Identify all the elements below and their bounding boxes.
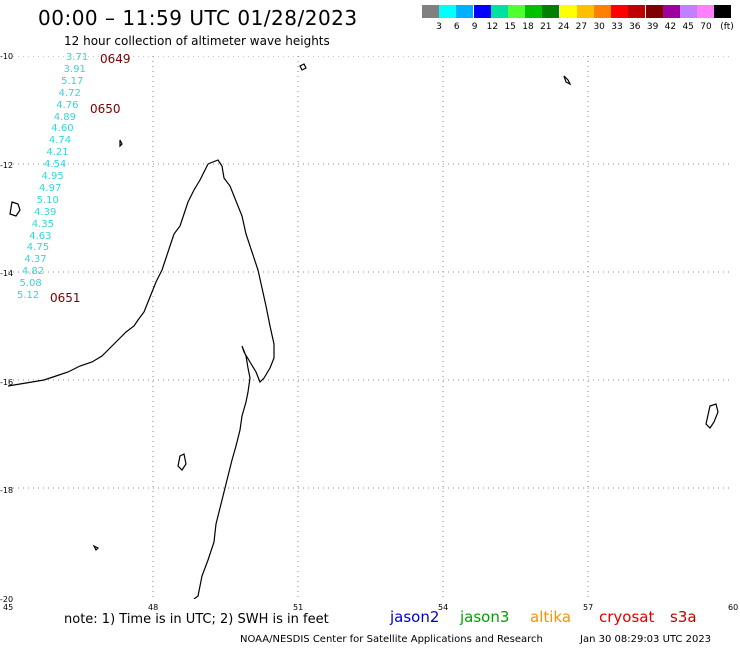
legend-label: 24 <box>557 22 570 32</box>
satellite-cryosat: cryosat <box>599 608 655 626</box>
islet <box>563 75 572 86</box>
legend-swatch <box>456 5 474 18</box>
latitude-label: -14 <box>0 269 14 279</box>
legend-label: 42 <box>664 22 677 32</box>
islet <box>9 201 21 217</box>
legend-label: 15 <box>504 22 516 32</box>
islet <box>119 139 123 148</box>
wave-height-value: 5.17 <box>61 75 84 87</box>
wave-height-value: 4.37 <box>24 254 47 266</box>
longitude-label: 51 <box>293 603 304 612</box>
footer-timestamp: Jan 30 08:29:03 UTC 2023 <box>580 634 712 645</box>
wave-height-value: 4.60 <box>51 123 74 135</box>
coastline <box>8 63 719 599</box>
pass-time-label: 0649 <box>100 52 131 66</box>
latitude-label: -10 <box>0 52 14 61</box>
legend-swatch <box>714 5 732 18</box>
islet <box>705 403 719 429</box>
satellite-s3a: s3a <box>670 608 697 626</box>
map-subtitle: 12 hour collection of altimeter wave hei… <box>64 34 330 48</box>
wave-height-value: 3.91 <box>63 63 86 75</box>
legend-swatch <box>422 5 439 18</box>
satellite-jason2: jason2 <box>390 608 440 626</box>
madagascar-coast <box>193 159 275 599</box>
wave-height-value: 3.71 <box>66 52 89 63</box>
longitude-label: 54 <box>438 603 449 612</box>
legend-label: 70 <box>700 22 712 32</box>
legend-swatch <box>697 5 715 18</box>
wave-height-value: 5.12 <box>17 290 40 301</box>
wave-height-value: 5.08 <box>19 278 42 290</box>
islet <box>299 63 307 71</box>
legend-label: 27 <box>575 22 588 32</box>
legend-unit: (ft) <box>720 22 734 32</box>
legend-label: 36 <box>629 22 641 32</box>
legend-swatch <box>473 5 491 18</box>
wave-height-value: 4.89 <box>53 111 77 123</box>
map-area <box>8 56 733 599</box>
wave-height-value: 4.75 <box>26 242 50 254</box>
note-text: note: 1) Time is in UTC; 2) SWH is in fe… <box>64 612 329 627</box>
wave-height-value: 4.63 <box>29 230 52 242</box>
longitude-label: 48 <box>148 603 159 612</box>
legend-label: 6 <box>453 22 460 32</box>
longitude-label: 60 <box>728 603 739 612</box>
legend-label: 45 <box>682 22 694 32</box>
wave-height-value: 4.97 <box>39 182 62 194</box>
legend-swatch <box>576 5 594 18</box>
legend-label: 21 <box>540 22 552 32</box>
wave-height-value: 4.72 <box>58 87 81 99</box>
legend-label: 39 <box>646 22 659 32</box>
islet <box>92 544 100 552</box>
legend-label: 30 <box>593 22 605 32</box>
legend-swatch <box>628 5 646 18</box>
graticule <box>8 56 733 599</box>
wave-height-value: 4.54 <box>43 159 67 171</box>
legend-label: 3 <box>436 22 442 32</box>
legend-label: 12 <box>486 22 499 32</box>
wave-height-value: 4.39 <box>34 206 57 218</box>
latitude-label: -18 <box>0 486 14 496</box>
latitude-label: -20 <box>0 595 14 604</box>
wave-height-value: 4.74 <box>48 135 72 147</box>
pass-time-label: 0651 <box>50 291 81 305</box>
legend-swatch <box>525 5 543 18</box>
wave-height-value: 4.35 <box>31 218 54 230</box>
legend-swatch <box>559 5 577 18</box>
latitude-label: -12 <box>0 160 14 170</box>
satellite-altika: altika <box>530 608 572 626</box>
legend-swatch <box>662 5 680 18</box>
wave-height-value: 4.82 <box>21 266 45 278</box>
legend-swatch <box>645 5 663 18</box>
islet <box>177 453 187 471</box>
legend-label: 33 <box>611 22 623 32</box>
wave-height-value: 5.10 <box>36 194 59 206</box>
legend-swatch <box>680 5 697 18</box>
legend-swatch <box>542 5 560 18</box>
wave-height-value: 4.21 <box>46 147 69 159</box>
color-legend: 3 6 9 12 15 18 21 24 27 30 33 36 39 42 45 70 (ft) <box>0 0 740 34</box>
madagascar-west-coast <box>8 163 209 387</box>
legend-swatch <box>490 5 508 18</box>
legend-swatch <box>594 5 611 18</box>
satellite-jason3: jason3 <box>460 608 510 626</box>
legend-label: 18 <box>522 22 534 32</box>
wave-height-value: 4.95 <box>41 171 64 182</box>
legend-label: 9 <box>471 22 478 32</box>
legend-swatch <box>439 5 457 18</box>
longitude-label: 45 <box>3 603 14 612</box>
legend-swatch <box>508 5 525 18</box>
footer-organization: NOAA/NESDIS Center for Satellite Applica… <box>240 634 543 645</box>
longitude-label: 57 <box>583 603 594 612</box>
wave-height-value: 4.76 <box>56 99 79 111</box>
legend-swatch <box>611 5 629 18</box>
latitude-label: -16 <box>0 377 14 387</box>
pass-time-label: 0650 <box>90 102 121 116</box>
map-title: 00:00 – 11:59 UTC 01/28/2023 <box>38 6 358 30</box>
